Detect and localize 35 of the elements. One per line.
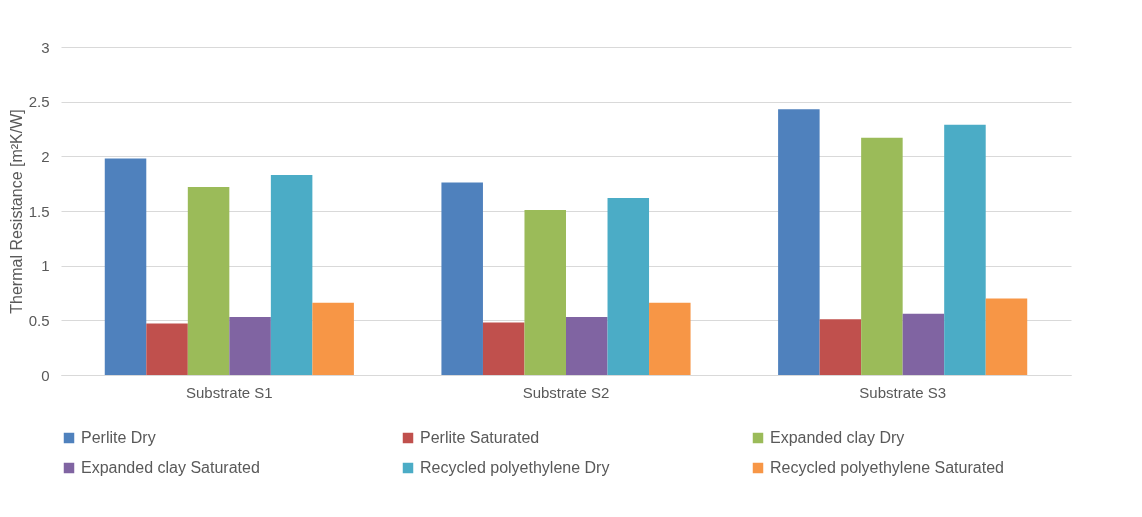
bar <box>104 158 147 375</box>
bar <box>187 186 230 375</box>
x-tick-label: Substrate S3 <box>859 383 947 401</box>
y-tick-label: 1.5 <box>28 202 50 220</box>
legend-label: Expanded clay Saturated <box>81 459 260 476</box>
bar <box>902 313 945 375</box>
legend-label: Expanded clay Dry <box>770 429 905 446</box>
legend-label: Perlite Saturated <box>420 429 540 446</box>
bar <box>819 319 862 375</box>
legend-label: Recycled polyethylene Dry <box>420 459 610 476</box>
bar <box>861 137 903 375</box>
x-tick-label: Substrate S1 <box>185 383 273 401</box>
bar <box>944 124 986 375</box>
y-tick-label: 2 <box>41 147 50 165</box>
bar <box>566 317 608 375</box>
bar <box>607 197 650 375</box>
bar <box>649 302 691 375</box>
bar <box>441 182 483 375</box>
y-tick-label: 1 <box>41 257 50 275</box>
y-tick-label: 2.5 <box>28 93 50 111</box>
x-tick-label: Substrate S2 <box>522 383 610 401</box>
bar <box>482 322 525 375</box>
bar <box>146 323 188 375</box>
y-tick-label: 0.5 <box>28 311 50 329</box>
y-tick-label: 3 <box>41 38 50 56</box>
legend-label: Perlite Dry <box>81 429 156 446</box>
legend-label: Recycled polyethylene Saturated <box>770 459 1004 476</box>
bar <box>270 174 313 375</box>
bar <box>985 298 1028 375</box>
bar <box>312 302 354 375</box>
y-axis-title: Thermal Resistance [m²K/W] <box>7 109 25 314</box>
bar <box>229 317 271 375</box>
bar <box>524 209 566 375</box>
bar <box>778 109 820 375</box>
y-tick-label: 0 <box>41 366 50 384</box>
